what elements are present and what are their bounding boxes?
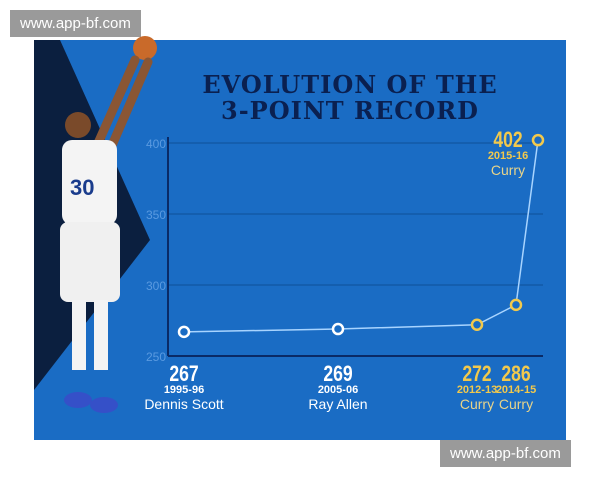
value-label: 269 bbox=[323, 361, 353, 386]
y-tick-label: 250 bbox=[146, 350, 166, 364]
season-label: 1995-96 bbox=[163, 384, 205, 397]
svg-text:30: 30 bbox=[70, 175, 94, 200]
data-label: 269 2005-06 Ray Allen bbox=[293, 362, 383, 411]
player-label: Curry bbox=[490, 161, 526, 178]
season-label: 2012-13 bbox=[456, 384, 498, 397]
value-label: 272 bbox=[462, 361, 492, 386]
data-point bbox=[531, 133, 545, 147]
player-jersey bbox=[62, 140, 117, 225]
watermark: www.app-bf.com bbox=[10, 10, 141, 37]
value-label: 267 bbox=[169, 361, 199, 386]
data-point bbox=[177, 325, 191, 339]
y-tick-label: 350 bbox=[146, 208, 166, 222]
y-tick-label: 400 bbox=[146, 137, 166, 151]
player-label: Curry bbox=[459, 395, 495, 412]
player-head bbox=[65, 112, 91, 138]
data-label: 267 1995-96 Dennis Scott bbox=[139, 362, 229, 411]
title-line: 3-POINT RECORD bbox=[221, 96, 479, 125]
value-label: 286 bbox=[501, 361, 531, 386]
chart-title: EVOLUTION OF THE 3-POINT RECORD bbox=[150, 72, 550, 124]
player-label: Curry bbox=[498, 395, 534, 412]
data-point bbox=[331, 322, 345, 336]
data-label: 272 2012-13 Curry bbox=[432, 362, 522, 411]
basketball bbox=[133, 36, 157, 60]
data-label: 286 2014-15 Curry bbox=[471, 362, 561, 411]
y-tick-label: 300 bbox=[146, 279, 166, 293]
season-label: 2014-15 bbox=[495, 384, 537, 397]
player-label: Dennis Scott bbox=[144, 395, 224, 412]
data-point bbox=[470, 318, 484, 332]
value-label: 402 bbox=[493, 127, 523, 152]
player-label: Ray Allen bbox=[308, 395, 368, 412]
watermark: www.app-bf.com bbox=[440, 440, 571, 467]
title-line: EVOLUTION OF THE bbox=[202, 70, 498, 99]
season-label: 2015-16 bbox=[487, 150, 529, 163]
data-label: 402 2015-16 Curry bbox=[463, 128, 553, 177]
data-point bbox=[509, 298, 523, 312]
season-label: 2005-06 bbox=[317, 384, 359, 397]
